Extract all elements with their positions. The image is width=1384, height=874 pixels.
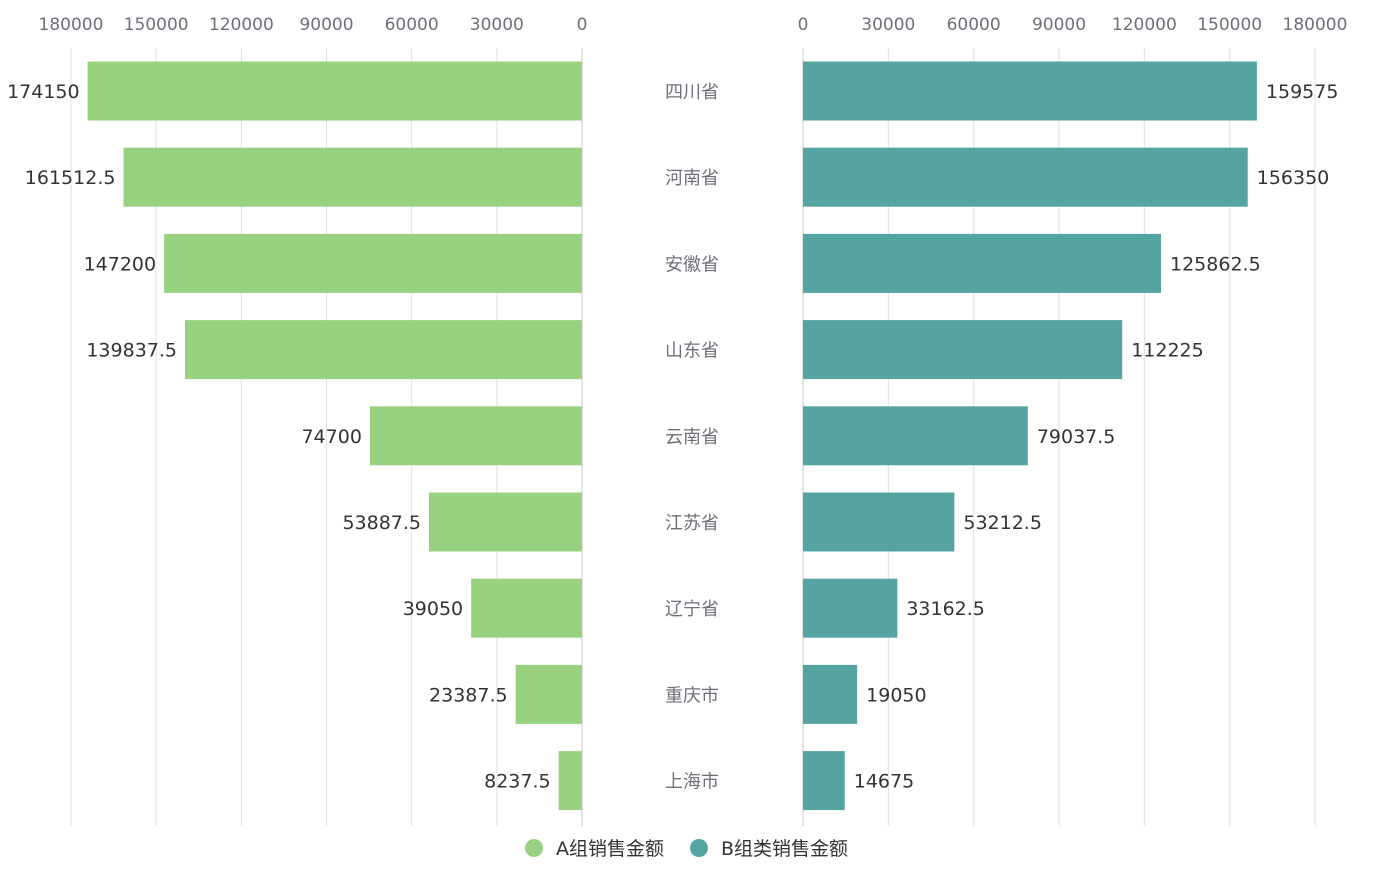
bar-b-5[interactable]	[803, 492, 955, 552]
legend-item-0[interactable]: A组销售金额	[525, 838, 664, 860]
bar-a-8[interactable]	[558, 751, 582, 811]
bar-a-1[interactable]	[123, 147, 583, 207]
data-label-b-8: 14675	[854, 771, 914, 793]
bar-b-7[interactable]	[803, 664, 858, 724]
bar-b-0[interactable]	[803, 61, 1257, 121]
bar-b-8[interactable]	[803, 751, 845, 811]
bar-b-2[interactable]	[803, 233, 1162, 293]
bar-b-3[interactable]	[803, 320, 1123, 380]
data-label-a-1: 161512.5	[25, 167, 116, 189]
bar-a-7[interactable]	[515, 664, 582, 724]
bar-a-5[interactable]	[429, 492, 582, 552]
legend-marker-0	[525, 839, 543, 857]
tick-label-left-0: 0	[577, 15, 588, 35]
tick-label-right-0: 0	[798, 15, 809, 35]
category-label-5: 江苏省	[665, 513, 719, 534]
axis-ticks: 0 0 30000 30000 60000 60000 90000 90000 120000 12…	[39, 15, 1348, 35]
category-label-6: 辽宁省	[665, 599, 719, 620]
tick-label-right-30000: 30000	[861, 15, 915, 35]
bar-b-1[interactable]	[803, 147, 1248, 207]
legend-marker-1	[690, 839, 708, 857]
bar-a-2[interactable]	[164, 233, 583, 293]
tick-label-left-120000: 120000	[209, 15, 274, 35]
bar-b-6[interactable]	[803, 578, 898, 638]
data-label-a-2: 147200	[84, 253, 157, 275]
tick-label-left-90000: 90000	[299, 15, 353, 35]
tick-label-left-30000: 30000	[470, 15, 524, 35]
legend[interactable]: A组销售金额 B组类销售金额	[525, 838, 848, 860]
bar-a-4[interactable]	[369, 406, 582, 466]
bar-a-3[interactable]	[185, 320, 582, 380]
data-label-a-8: 8237.5	[484, 771, 550, 793]
category-label-2: 安徽省	[665, 254, 719, 275]
category-label-1: 河南省	[665, 168, 719, 189]
tick-label-right-150000: 150000	[1197, 15, 1262, 35]
data-label-b-4: 79037.5	[1037, 426, 1116, 448]
tick-label-right-180000: 180000	[1283, 15, 1348, 35]
data-label-a-5: 53887.5	[342, 512, 421, 534]
data-label-b-5: 53212.5	[963, 512, 1042, 534]
tick-label-right-90000: 90000	[1032, 15, 1086, 35]
data-label-a-7: 23387.5	[429, 684, 508, 706]
data-label-b-7: 19050	[866, 684, 926, 706]
data-label-a-4: 74700	[301, 426, 361, 448]
bar-a-6[interactable]	[471, 578, 582, 638]
data-label-b-6: 33162.5	[906, 598, 985, 620]
tick-label-right-60000: 60000	[947, 15, 1001, 35]
bar-a-0[interactable]	[87, 61, 583, 121]
data-label-a-3: 139837.5	[86, 340, 177, 362]
data-label-b-3: 112225	[1131, 340, 1204, 362]
legend-label-1: B组类销售金额	[721, 838, 848, 860]
category-label-7: 重庆市	[665, 685, 719, 706]
category-label-4: 云南省	[665, 427, 719, 448]
data-label-a-0: 174150	[7, 81, 80, 103]
data-label-b-2: 125862.5	[1170, 253, 1261, 275]
data-label-a-6: 39050	[403, 598, 463, 620]
data-label-b-1: 156350	[1257, 167, 1330, 189]
legend-label-0: A组销售金额	[556, 838, 664, 860]
legend-item-1[interactable]: B组类销售金额	[690, 838, 848, 860]
tick-label-left-60000: 60000	[385, 15, 439, 35]
category-label-8: 上海市	[665, 772, 719, 793]
bar-b-4[interactable]	[803, 406, 1028, 466]
data-label-b-0: 159575	[1266, 81, 1339, 103]
category-label-0: 四川省	[665, 82, 719, 103]
tick-label-right-120000: 120000	[1112, 15, 1177, 35]
bars	[87, 61, 1257, 811]
data-labels: 174150 159575 161512.5 156350 147200 125862.5…	[7, 81, 1338, 793]
tick-label-left-180000: 180000	[39, 15, 104, 35]
tick-label-left-150000: 150000	[124, 15, 189, 35]
category-label-3: 山东省	[665, 341, 719, 362]
